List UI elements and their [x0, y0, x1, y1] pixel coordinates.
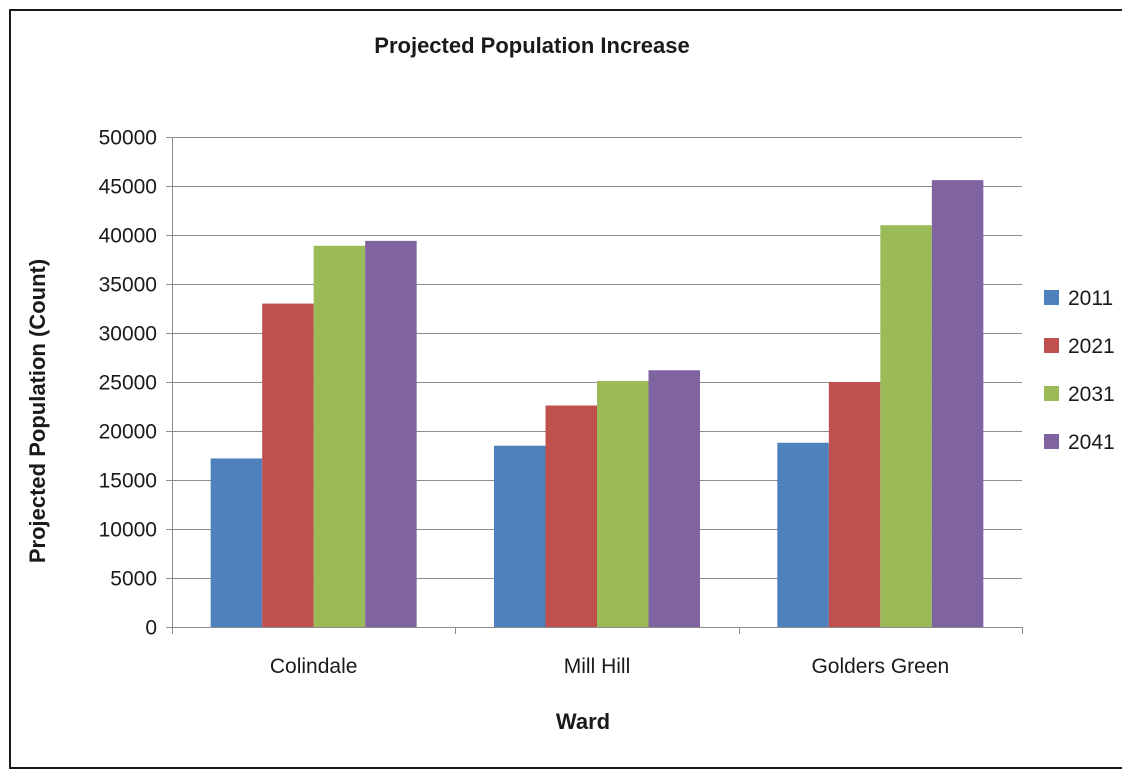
bar-golders-green-2031 — [880, 225, 932, 627]
chart-title: Projected Population Increase — [374, 33, 689, 58]
bar-mill-hill-2011 — [494, 445, 546, 627]
bar-golders-green-2041 — [931, 180, 984, 627]
bar-golders-green-2011 — [777, 442, 829, 627]
y-tick-label: 40000 — [99, 225, 157, 248]
legend-label: 2021 — [1068, 335, 1115, 358]
legend-label: 2031 — [1068, 383, 1115, 406]
y-tick-label: 35000 — [99, 274, 157, 297]
x-tick-labels: Colindale Mill Hill Golders Green — [270, 655, 949, 678]
legend-swatch — [1044, 290, 1059, 305]
legend-label: 2041 — [1068, 431, 1115, 454]
bar-colindale-2021 — [262, 303, 314, 627]
y-axis-title: Projected Population (Count) — [25, 259, 50, 563]
legend-swatch — [1044, 338, 1059, 353]
x-tick-label: Mill Hill — [564, 655, 631, 678]
axes — [166, 137, 1023, 634]
y-tick-label: 25000 — [99, 372, 157, 395]
y-tick-label: 10000 — [99, 519, 157, 542]
x-axis-title: Ward — [556, 709, 610, 734]
bar-mill-hill-2041 — [648, 370, 700, 627]
legend-swatch — [1044, 386, 1059, 401]
y-tick-label: 0 — [145, 617, 157, 640]
bar-mill-hill-2031 — [597, 381, 649, 627]
x-tick-label: Colindale — [270, 655, 358, 678]
y-tick-label: 5000 — [110, 568, 157, 591]
legend-swatch — [1044, 434, 1059, 449]
legend-label: 2011 — [1068, 287, 1113, 310]
bars — [210, 180, 984, 627]
y-tick-label: 45000 — [99, 176, 157, 199]
legend: 2011 2021 2031 2041 — [1044, 287, 1115, 454]
y-tick-label: 30000 — [99, 323, 157, 346]
y-tick-labels: 0 5000 10000 15000 20000 25000 30000 35000 40000… — [99, 127, 157, 640]
bar-colindale-2041 — [365, 240, 417, 627]
bar-colindale-2031 — [313, 245, 366, 627]
y-tick-label: 15000 — [99, 470, 157, 493]
bar-golders-green-2021 — [828, 382, 881, 627]
y-tick-label: 20000 — [99, 421, 157, 444]
x-tick-label: Golders Green — [811, 655, 949, 678]
bar-mill-hill-2021 — [545, 405, 597, 627]
y-tick-label: 50000 — [99, 127, 157, 150]
bar-colindale-2011 — [210, 458, 263, 627]
